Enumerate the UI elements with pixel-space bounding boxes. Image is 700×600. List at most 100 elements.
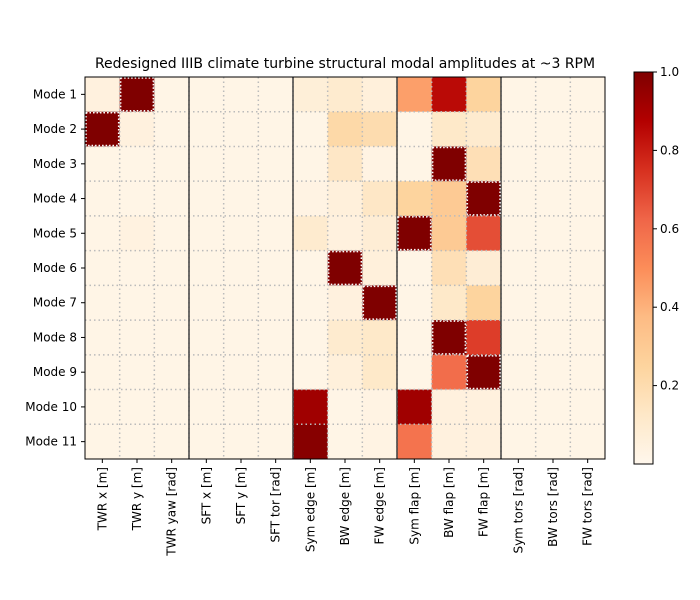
heatmap-cell <box>570 424 606 460</box>
heatmap-cell <box>223 389 259 425</box>
heatmap-cell <box>466 181 502 217</box>
heatmap-cell <box>293 320 329 356</box>
heatmap-cell <box>397 320 433 356</box>
heatmap-cell <box>189 215 225 252</box>
heatmap-cell <box>293 181 329 217</box>
heatmap-cell <box>189 77 225 113</box>
heatmap-cell <box>431 354 467 391</box>
heatmap-cell <box>501 250 537 286</box>
heatmap-cell <box>189 320 225 356</box>
heatmap-cell <box>501 181 537 217</box>
heatmap-cell <box>362 77 398 113</box>
x-tick-label: SFT x [m] <box>199 467 213 524</box>
x-tick-label: FW edge [m] <box>373 467 387 544</box>
heatmap-cell <box>570 215 606 252</box>
x-tick-label: SFT tor [rad] <box>269 467 283 543</box>
heatmap-cell <box>431 181 467 217</box>
cell-highlight <box>85 111 120 147</box>
y-tick-label: Mode 4 <box>33 192 77 206</box>
heatmap-cell <box>258 354 294 391</box>
heatmap-cell <box>397 285 433 321</box>
y-tick-label: Mode 10 <box>25 400 77 414</box>
heatmap-cell <box>189 111 225 147</box>
heatmap-cell <box>258 285 294 321</box>
heatmap-cell <box>85 215 121 252</box>
heatmap-cell <box>85 389 121 425</box>
heatmap-cell <box>154 354 190 391</box>
heatmap-cell <box>362 354 398 391</box>
heatmap-cell <box>397 354 433 391</box>
heatmap-cell <box>293 285 329 321</box>
colorbar-tick-label: 0.4 <box>660 300 679 314</box>
heatmap-cell <box>293 111 329 147</box>
heatmap-cell <box>223 424 259 460</box>
heatmap-cell <box>466 285 502 321</box>
heatmap-cell <box>119 215 155 252</box>
heatmap-cell <box>154 146 190 182</box>
heatmap-cell <box>223 215 259 252</box>
heatmap-cell <box>154 285 190 321</box>
heatmap-cell <box>362 424 398 460</box>
heatmap-cell <box>570 285 606 321</box>
heatmap-cell <box>154 181 190 217</box>
heatmap-cell <box>154 389 190 425</box>
y-tick-label: Mode 8 <box>33 330 77 344</box>
colorbar-tick-label: 0.2 <box>660 379 679 393</box>
heatmap-cell <box>189 285 225 321</box>
heatmap-cell <box>466 250 502 286</box>
heatmap-cell <box>535 215 571 252</box>
heatmap-cell <box>327 146 363 182</box>
heatmap-cell <box>362 320 398 356</box>
heatmap-cell <box>570 354 606 391</box>
heatmap-cell <box>570 181 606 217</box>
y-tick-label: Mode 3 <box>33 157 77 171</box>
heatmap-cell <box>189 146 225 182</box>
heatmap-cell <box>223 354 259 391</box>
x-tick-label: BW tors [rad] <box>546 467 560 547</box>
heatmap-cell <box>258 77 294 113</box>
heatmap-cell <box>258 111 294 147</box>
heatmap-cell <box>119 285 155 321</box>
heatmap-cell <box>293 215 329 252</box>
heatmap-cell <box>431 285 467 321</box>
heatmap-cell <box>85 77 121 113</box>
y-tick-labels: Mode 1 Mode 2 Mode 3 Mode 4 Mode 5 Mode 6 Mode… <box>25 87 85 449</box>
heatmap-cell <box>327 250 363 286</box>
heatmap-cells <box>85 77 606 460</box>
heatmap-cell <box>501 215 537 252</box>
heatmap-cell <box>85 424 121 460</box>
heatmap-cell <box>501 77 537 113</box>
x-tick-label: FW tors [rad] <box>581 467 595 546</box>
heatmap-cell <box>119 146 155 182</box>
heatmap-cell <box>501 285 537 321</box>
heatmap-cell <box>85 146 121 182</box>
heatmap-cell <box>466 111 502 147</box>
heatmap-cell <box>501 146 537 182</box>
cell-highlight <box>119 77 155 112</box>
heatmap-cell <box>431 146 467 182</box>
heatmap-cell <box>535 250 571 286</box>
x-tick-label: TWR y [m] <box>130 467 144 531</box>
heatmap-cell <box>223 77 259 113</box>
heatmap-cell <box>154 424 190 460</box>
heatmap-cell <box>362 389 398 425</box>
x-tick-label: TWR yaw [rad] <box>165 467 179 557</box>
heatmap-cell <box>535 320 571 356</box>
heatmap-cell <box>535 389 571 425</box>
heatmap-cell <box>85 320 121 356</box>
heatmap-cell <box>397 389 433 425</box>
chart-title: Redesigned IIIB climate turbine structur… <box>95 56 595 72</box>
heatmap-cell <box>466 424 502 460</box>
heatmap-cell <box>535 424 571 460</box>
heatmap-cell <box>431 389 467 425</box>
heatmap-cell <box>258 389 294 425</box>
heatmap-cell <box>501 354 537 391</box>
heatmap-cell <box>85 285 121 321</box>
heatmap-cell <box>154 215 190 252</box>
heatmap-cell <box>327 354 363 391</box>
heatmap-cell <box>501 111 537 147</box>
heatmap-cell <box>258 320 294 356</box>
heatmap-cell <box>223 146 259 182</box>
heatmap-cell <box>535 285 571 321</box>
